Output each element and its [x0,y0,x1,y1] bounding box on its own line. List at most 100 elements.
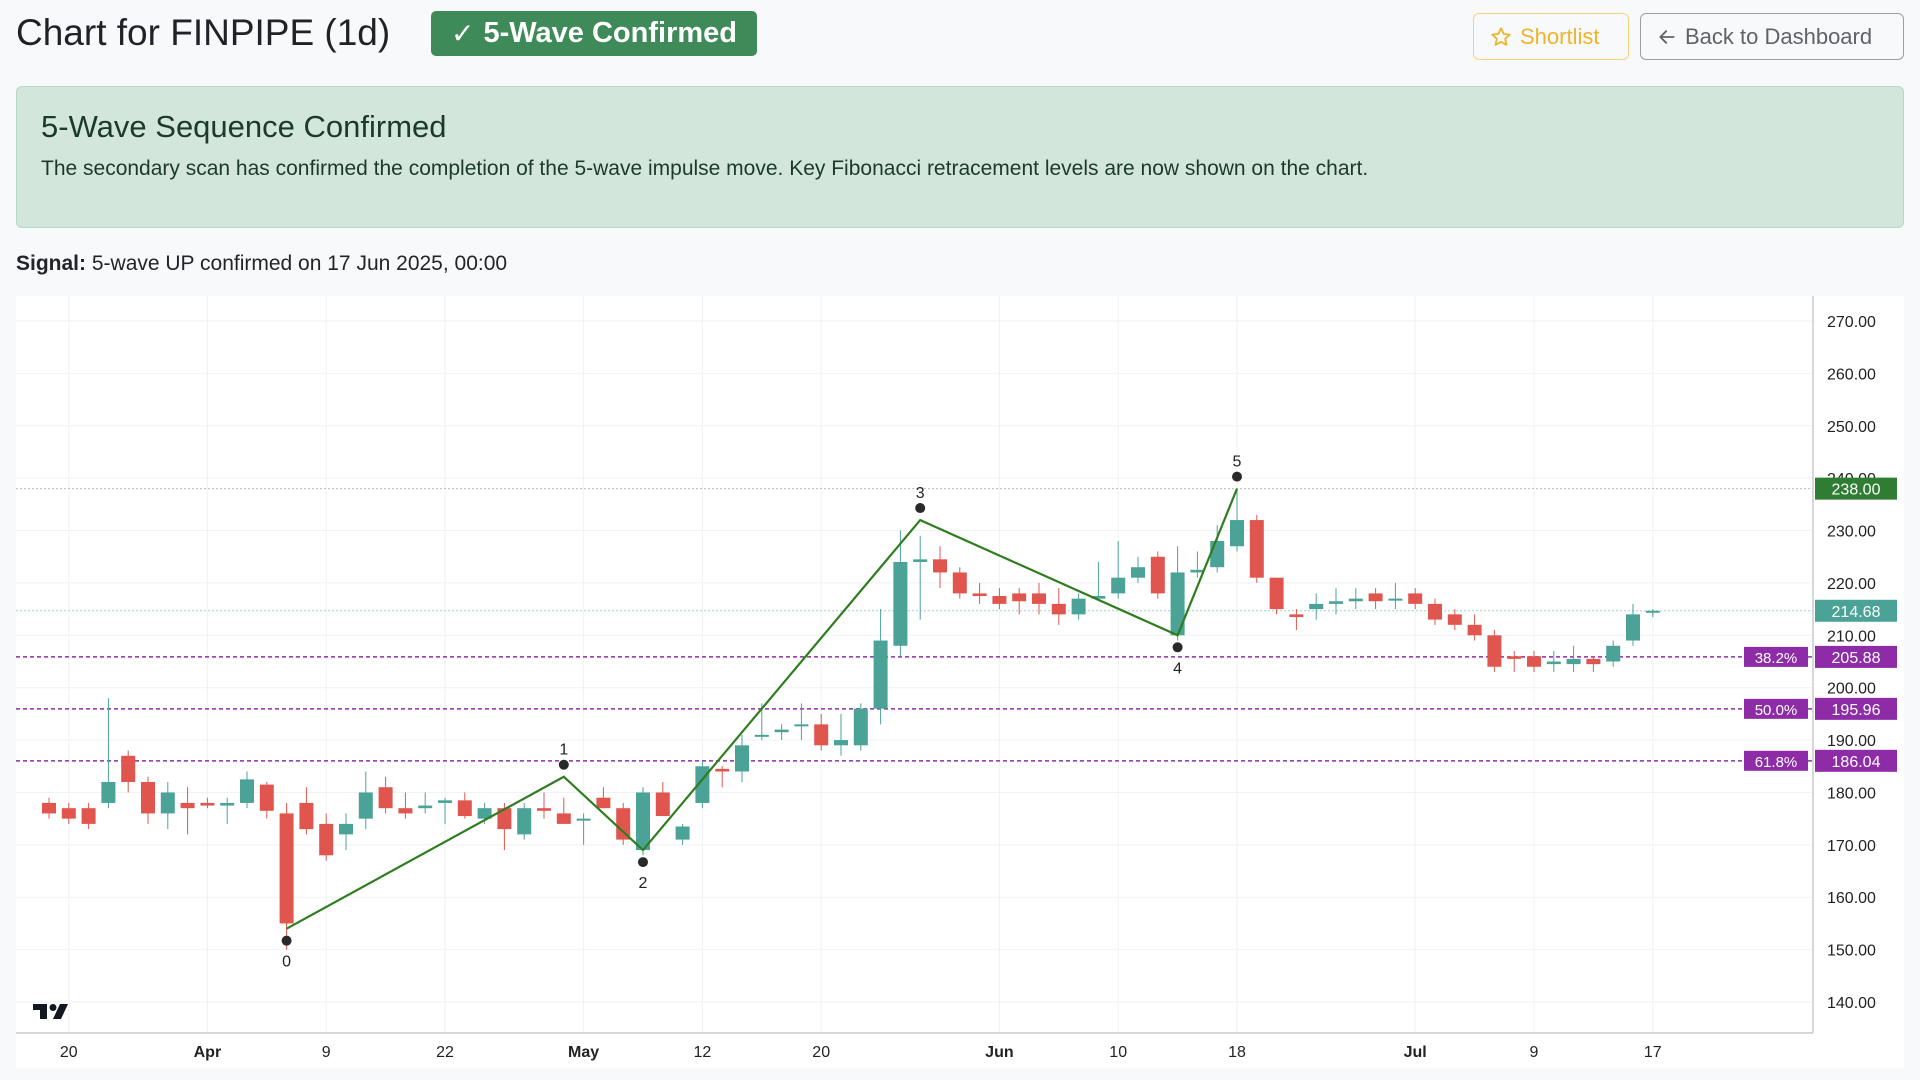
wave-label: 0 [282,954,291,971]
candle-body [1289,614,1304,617]
signal-text: 5-wave UP confirmed on 17 Jun 2025, 00:0… [91,252,508,275]
last-price-label: 214.68 [1832,604,1881,621]
wave-overlay: 0 1 2 3 4 5 [281,454,1242,971]
candle-body [1507,656,1522,659]
candle-body [517,808,532,835]
price-tick-label: 230.00 [1827,524,1876,541]
time-tick-label: 12 [694,1044,712,1061]
candle-body [1150,556,1165,594]
candle-body [279,813,294,924]
wave-point-marker [281,935,292,946]
candle-body [794,724,809,727]
candle-body [636,792,650,851]
candles [42,488,1660,950]
time-tick-label: Apr [194,1044,222,1061]
time-tick-label: 17 [1644,1044,1662,1061]
candle-body [1626,614,1640,641]
wave-line [286,488,1239,930]
check-icon: ✓ [451,18,475,49]
arrow-left-icon [1659,29,1675,44]
candle-body [1408,593,1423,604]
price-tick-label: 190.00 [1827,733,1876,750]
candle-body [1190,569,1205,573]
fib-price-label: 186.04 [1832,754,1881,771]
top-price-tag [1815,477,1897,500]
candle-body [675,826,690,840]
candle-body [1051,603,1066,615]
last-price-tag [1815,599,1897,622]
fib-pct-tag [1744,698,1808,719]
signal-label: Signal: [16,252,87,275]
signal-line: Signal: 5-wave UP confirmed on 17 Jun 20… [16,252,507,276]
candle-body [1487,635,1502,667]
candle-body [1012,593,1027,602]
candle-body [398,808,413,814]
candle-body [101,781,116,803]
page-header: Chart for FINPIPE (1d) ✓ 5-Wave Confirme… [16,8,1904,70]
candle-body [1428,603,1442,620]
wave-point-marker [1232,471,1242,482]
time-tick-label: 9 [322,1044,331,1061]
candle-body [1586,658,1601,665]
wave-label: 5 [1233,454,1242,471]
candle-body [1210,541,1225,568]
candle-body [1329,601,1343,604]
candle-body [556,813,571,824]
axes: 270.00260.00250.00240.00230.00220.00210.… [16,296,1897,1061]
candle-body [259,784,274,811]
candle-body [81,808,96,824]
candle-body [754,734,769,737]
candle-body [1230,520,1244,547]
candle-body [497,808,512,830]
candle-body [378,787,393,809]
back-to-dashboard-button[interactable]: Back to Dashboard [1640,13,1904,60]
candle-body [1170,572,1185,636]
candle-body [715,768,730,772]
wave-label: 2 [639,875,648,892]
fib-pct-tag [1744,750,1808,771]
fib-price-label: 205.88 [1832,650,1881,667]
shortlist-label: Shortlist [1520,23,1600,49]
candle-body [1249,520,1264,578]
candle-body [457,800,472,817]
wave-label: 1 [559,742,568,759]
tradingview-logo [33,1004,68,1019]
time-tick-label: Jul [1404,1044,1427,1061]
candle-body [1467,624,1482,636]
candle-body [358,792,373,819]
candle-body [1368,593,1383,602]
price-tick-label: 170.00 [1827,838,1876,855]
time-tick-label: May [568,1044,599,1061]
candle-body [418,805,433,809]
fib-price-tag [1815,645,1897,668]
price-tick-label: 180.00 [1827,785,1876,802]
candle-body [180,802,195,809]
candle-body [121,755,136,782]
candle-body [438,800,452,803]
candle-body [1071,598,1086,615]
alert-heading: 5-Wave Sequence Confirmed [41,109,447,144]
candle-body [952,572,967,594]
candle-body [1388,598,1403,601]
time-tick-label: 10 [1109,1044,1127,1061]
candle-body [1269,577,1284,610]
candle-body [1546,661,1561,665]
candle-body [1348,598,1363,602]
price-tick-label: 260.00 [1827,366,1876,383]
time-tick-label: 22 [436,1044,454,1061]
page-title: Chart for FINPIPE (1d) [16,12,391,53]
time-tick-label: 20 [60,1044,78,1061]
shortlist-button[interactable]: Shortlist [1473,13,1629,60]
fib-pct-label: 38.2% [1755,650,1798,667]
wave-label: 4 [1173,660,1182,677]
status-badge-label: 5-Wave Confirmed [483,17,737,49]
candle-body [1091,596,1106,599]
candle-body [655,792,670,817]
candle-body [1645,610,1660,613]
fib-price-label: 195.96 [1832,702,1881,719]
candle-body [42,802,56,814]
candle-body [933,559,947,573]
wave-point-marker [638,857,648,868]
